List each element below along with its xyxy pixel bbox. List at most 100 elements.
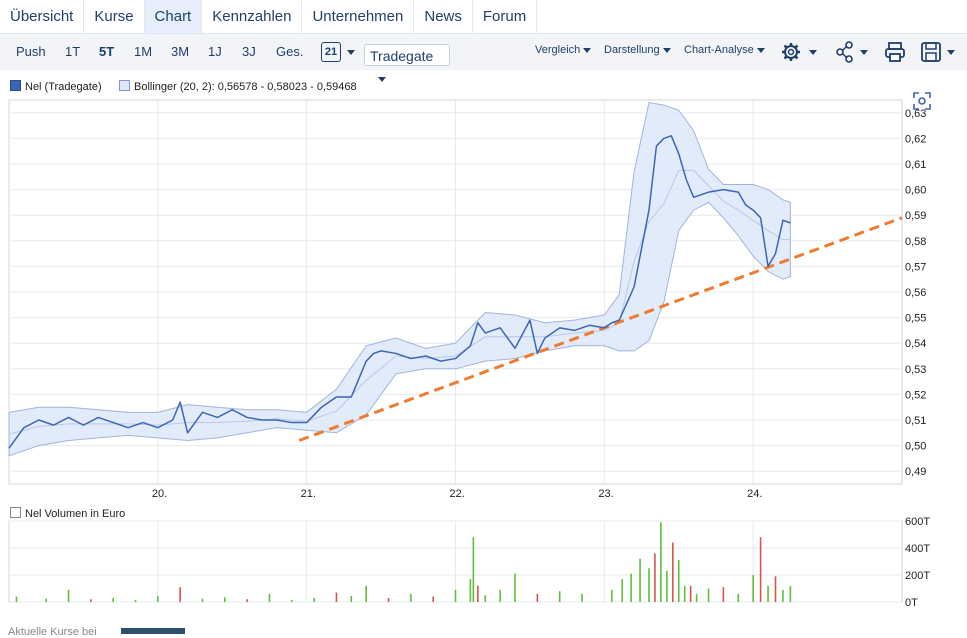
tab-kennzahlen[interactable]: Kennzahlen	[202, 0, 303, 33]
chart-analyse-dropdown[interactable]: Chart-Analyse	[684, 44, 765, 56]
volume-bar	[134, 599, 137, 602]
volume-bar	[581, 593, 583, 602]
volume-bar	[290, 599, 293, 602]
period-ges[interactable]: Ges.	[276, 44, 304, 59]
volume-bar	[789, 585, 792, 602]
chevron-down-icon	[378, 76, 386, 82]
legend-swatch-price	[10, 80, 21, 91]
print-icon[interactable]	[884, 41, 906, 63]
legend-price-label: Nel (Tradegate)	[25, 81, 102, 93]
tab-forum[interactable]: Forum	[473, 0, 538, 33]
chevron-down-icon	[583, 47, 592, 53]
volume-bar	[90, 599, 92, 602]
volume-bar	[224, 597, 226, 602]
y-tick-label: 0,61	[905, 159, 926, 171]
legend-bollinger: Bollinger (20, 2): 0,56578 - 0,58023 - 0…	[119, 80, 357, 93]
price-chart[interactable]: 0,49 0,50 0,51 0,52 0,53 0,54 0,55 0,56 0,57 0,58…	[0, 95, 967, 505]
darstellung-dropdown[interactable]: Darstellung	[604, 44, 671, 56]
volume-bar	[648, 568, 650, 602]
volume-y-tick-label: 0T	[905, 597, 918, 609]
volume-bar	[774, 576, 777, 602]
bottom-caption: Aktuelle Kurse bei	[8, 626, 97, 638]
volume-bar	[621, 579, 623, 602]
exchange-value: Tradegate	[370, 48, 434, 64]
zoom-reset-icon[interactable]	[912, 91, 932, 111]
legend-swatch-volume	[10, 507, 21, 518]
volume-bar	[472, 537, 475, 602]
tab-unternehmen[interactable]: Unternehmen	[302, 0, 415, 33]
y-tick-label: 0,63	[905, 108, 926, 120]
volume-bar	[722, 587, 725, 602]
volume-bar	[514, 573, 516, 602]
period-push[interactable]: Push	[16, 44, 46, 59]
calendar-day: 21	[324, 46, 338, 58]
exchange-select[interactable]: Tradegate	[364, 44, 450, 82]
volume-bar	[660, 522, 662, 602]
period-3j[interactable]: 3J	[242, 44, 256, 59]
tab-kurse[interactable]: Kurse	[84, 0, 145, 33]
volume-bar	[432, 596, 434, 602]
volume-bar	[677, 560, 680, 602]
y-tick-label: 0,52	[905, 389, 926, 401]
y-tick-label: 0,55	[905, 313, 926, 325]
volume-bar	[695, 593, 698, 602]
volume-bar	[469, 579, 472, 602]
legend-volume: Nel Volumen in Euro	[10, 507, 125, 520]
calendar-icon[interactable]: 21	[321, 42, 341, 62]
settings-gear-icon[interactable]	[780, 41, 820, 63]
volume-bar	[410, 593, 412, 602]
volume-bar	[558, 591, 561, 602]
x-tick-label: 22.	[450, 488, 465, 500]
legend-volume-label: Nel Volumen in Euro	[25, 508, 126, 520]
y-tick-label: 0,60	[905, 185, 926, 197]
share-nodes-icon[interactable]	[834, 41, 872, 63]
y-tick-label: 0,49	[905, 466, 926, 478]
y-tick-label: 0,57	[905, 261, 926, 273]
volume-bar	[759, 537, 762, 602]
volume-bar	[499, 589, 501, 602]
volume-bar	[752, 575, 754, 602]
darstellung-label: Darstellung	[604, 44, 660, 56]
legend-price: Nel (Tradegate)	[10, 80, 102, 93]
y-tick-label: 0,62	[905, 133, 926, 145]
y-tick-label: 0,54	[905, 338, 926, 350]
y-tick-label: 0,53	[905, 364, 926, 376]
volume-chart[interactable]: 0T 200T 400T 600T	[0, 515, 967, 610]
bottom-button[interactable]	[121, 628, 185, 634]
bollinger-middle-line	[8, 169, 791, 435]
volume-y-tick-label: 200T	[905, 570, 930, 582]
volume-bar	[666, 570, 668, 602]
volume-bar	[737, 593, 740, 602]
y-tick-label: 0,59	[905, 210, 926, 222]
y-tick-label: 0,51	[905, 415, 926, 427]
volume-bar	[767, 585, 769, 602]
tab-news[interactable]: News	[414, 0, 473, 33]
volume-bar	[67, 589, 70, 602]
volume-bar	[268, 593, 271, 602]
period-1t[interactable]: 1T	[65, 44, 81, 59]
chart-analyse-label: Chart-Analyse	[684, 44, 754, 56]
tab--bersicht[interactable]: Übersicht	[0, 0, 85, 33]
save-icon[interactable]	[920, 41, 964, 63]
volume-bar	[536, 593, 539, 602]
x-tick-label: 23.	[598, 488, 613, 500]
volume-bar	[179, 587, 181, 602]
volume-bar	[15, 596, 18, 602]
x-tick-label: 24.	[747, 488, 762, 500]
vergleich-dropdown[interactable]: Vergleich	[535, 44, 592, 56]
volume-bar	[707, 588, 710, 602]
calendar-dropdown-icon[interactable]	[344, 34, 355, 70]
period-1m[interactable]: 1M	[134, 44, 153, 59]
trendline	[298, 216, 903, 442]
y-tick-label: 0,50	[905, 441, 926, 453]
period-5t[interactable]: 5T	[99, 44, 115, 59]
period-1j[interactable]: 1J	[208, 44, 222, 59]
volume-bar	[610, 589, 613, 602]
tab-chart[interactable]: Chart	[144, 0, 203, 33]
volume-bar	[246, 599, 248, 602]
volume-bar	[671, 542, 674, 602]
main-tabs: Übersicht Kurse Chart Kennzahlen Unternehmen…	[0, 0, 967, 34]
volume-bar	[335, 592, 338, 602]
bollinger-band	[8, 101, 791, 457]
period-3m[interactable]: 3M	[171, 44, 190, 59]
